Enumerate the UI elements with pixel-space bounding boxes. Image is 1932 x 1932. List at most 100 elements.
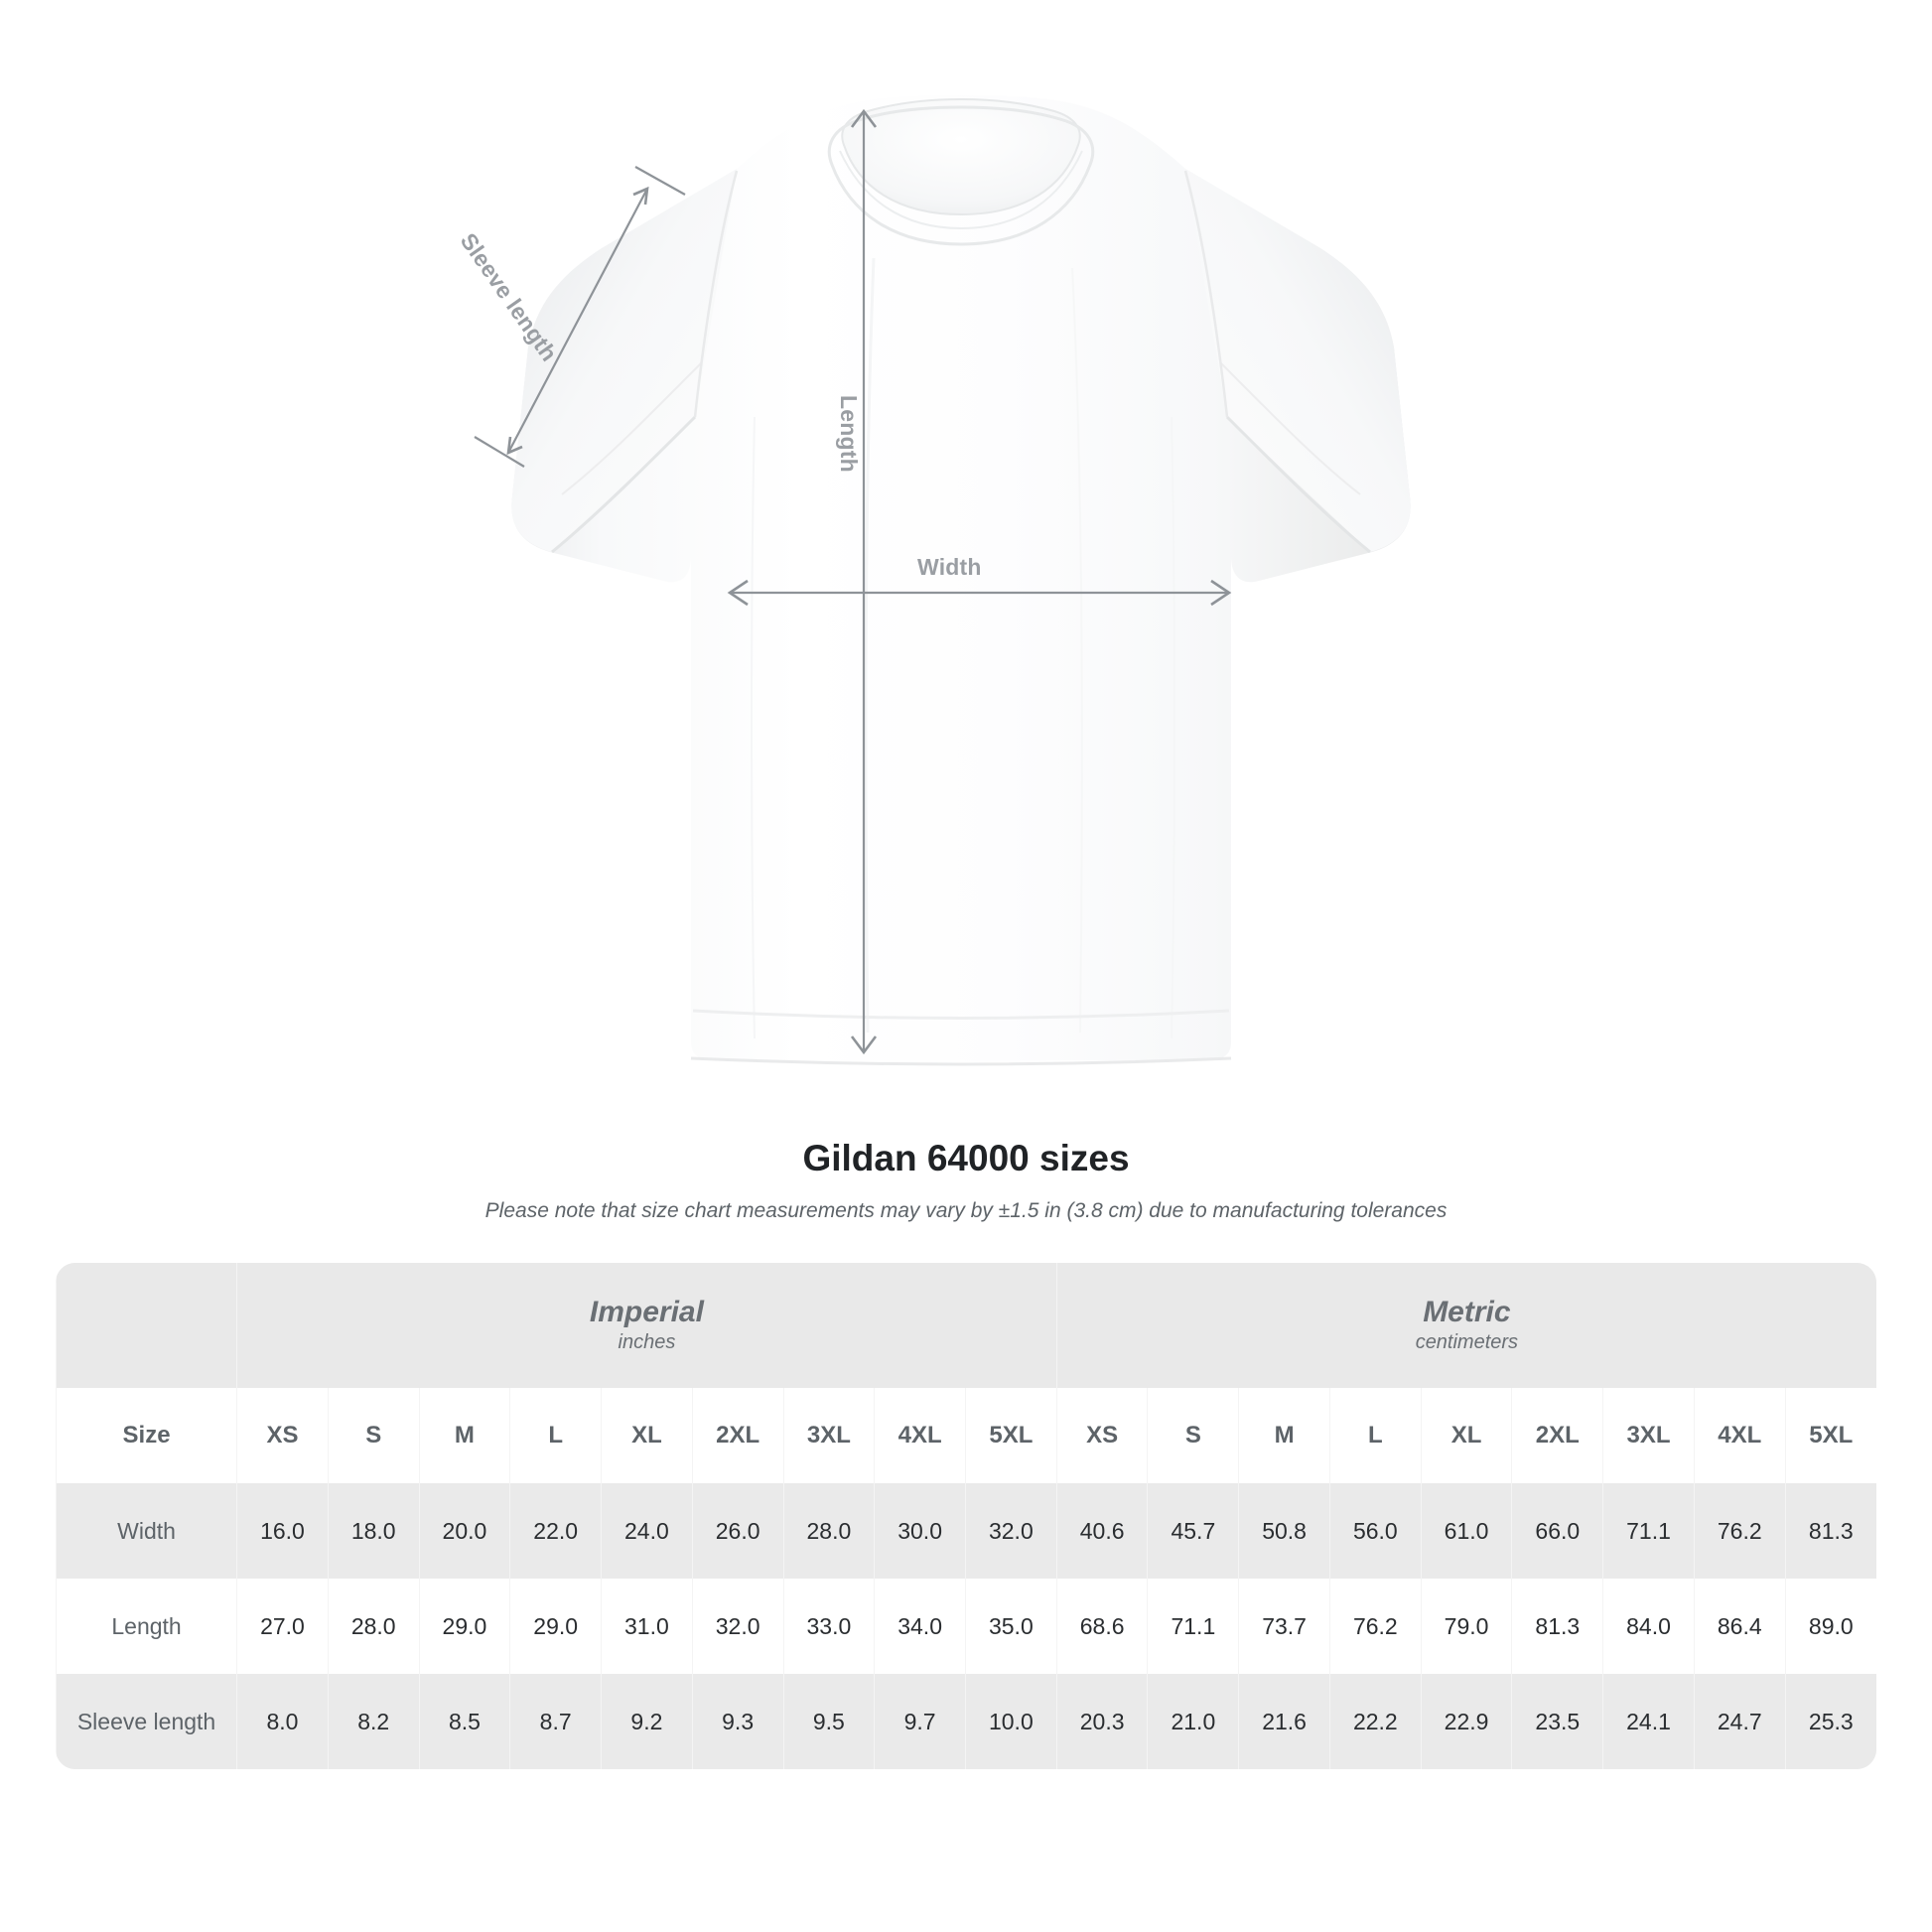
sleeve-arrow	[474, 166, 686, 468]
size-metric-2xl: 2XL	[1511, 1388, 1603, 1483]
width-metric-s: 45.7	[1147, 1483, 1239, 1579]
imperial-subtitle: inches	[618, 1331, 676, 1354]
sleeve-imperial-m: 8.5	[418, 1674, 510, 1769]
unit-spacer	[56, 1263, 237, 1388]
sleeve-imperial-xs: 8.0	[236, 1674, 329, 1769]
page-title: Gildan 64000 sizes	[802, 1138, 1130, 1178]
width-imperial-s: 18.0	[327, 1483, 420, 1579]
length-imperial-s: 28.0	[327, 1579, 420, 1674]
table-row-size: Size XS S M L XL 2XL 3XL 4XL 5XL XS S M …	[56, 1388, 1876, 1483]
length-imperial-5xl: 35.0	[964, 1579, 1057, 1674]
garment-shape	[511, 95, 1411, 1066]
length-metric-4xl: 86.4	[1693, 1579, 1786, 1674]
length-imperial-xs: 27.0	[236, 1579, 329, 1674]
length-arrow	[850, 108, 878, 1055]
size-chart-table: Imperial inches Metric centimeters Size …	[56, 1263, 1876, 1769]
width-metric-4xl: 76.2	[1693, 1483, 1786, 1579]
length-metric-xs: 68.6	[1055, 1579, 1148, 1674]
size-imperial-s: S	[327, 1388, 420, 1483]
size-imperial-4xl: 4XL	[874, 1388, 966, 1483]
row-label-size: Size	[56, 1388, 237, 1483]
measurement-arrows	[474, 108, 1232, 1055]
table-row-sleeve-length: Sleeve length 8.0 8.2 8.5 8.7 9.2 9.3 9.…	[56, 1674, 1876, 1769]
width-imperial-4xl: 30.0	[874, 1483, 966, 1579]
width-metric-xs: 40.6	[1055, 1483, 1148, 1579]
metric-subtitle: centimeters	[1415, 1331, 1519, 1354]
sleeve-imperial-xl: 9.2	[601, 1674, 693, 1769]
length-imperial-xl: 31.0	[601, 1579, 693, 1674]
table-row-length: Length 27.0 28.0 29.0 29.0 31.0 32.0 33.…	[56, 1579, 1876, 1674]
metric-title: Metric	[1423, 1295, 1511, 1328]
width-metric-l: 56.0	[1328, 1483, 1422, 1579]
size-imperial-2xl: 2XL	[691, 1388, 783, 1483]
unit-group-row: Imperial inches Metric centimeters	[56, 1263, 1876, 1388]
row-label-length: Length	[56, 1579, 237, 1674]
size-imperial-l: L	[509, 1388, 602, 1483]
width-annotation-label: Width	[917, 554, 982, 580]
size-metric-l: L	[1328, 1388, 1422, 1483]
length-annotation-label: Length	[836, 395, 862, 473]
width-imperial-5xl: 32.0	[964, 1483, 1057, 1579]
size-metric-4xl: 4XL	[1693, 1388, 1786, 1483]
sleeve-metric-m: 21.6	[1238, 1674, 1330, 1769]
width-metric-3xl: 71.1	[1602, 1483, 1695, 1579]
width-imperial-m: 20.0	[418, 1483, 510, 1579]
size-metric-m: M	[1238, 1388, 1330, 1483]
row-label-width: Width	[56, 1483, 237, 1579]
size-metric-xs: XS	[1055, 1388, 1148, 1483]
length-metric-5xl: 89.0	[1784, 1579, 1876, 1674]
size-imperial-m: M	[418, 1388, 510, 1483]
width-arrow	[727, 579, 1232, 607]
size-metric-xl: XL	[1420, 1388, 1512, 1483]
length-imperial-l: 29.0	[509, 1579, 602, 1674]
size-metric-3xl: 3XL	[1602, 1388, 1695, 1483]
size-chart-table-container: Imperial inches Metric centimeters Size …	[56, 1263, 1876, 1769]
sleeve-metric-2xl: 23.5	[1511, 1674, 1603, 1769]
sleeve-metric-l: 22.2	[1328, 1674, 1422, 1769]
tshirt-illustration: Length Width Sleeve length	[456, 95, 1411, 1066]
sleeve-imperial-s: 8.2	[327, 1674, 420, 1769]
table-row-width: Width 16.0 18.0 20.0 22.0 24.0 26.0 28.0…	[56, 1483, 1876, 1579]
length-metric-2xl: 81.3	[1511, 1579, 1603, 1674]
size-imperial-5xl: 5XL	[964, 1388, 1057, 1483]
size-metric-s: S	[1147, 1388, 1239, 1483]
width-metric-2xl: 66.0	[1511, 1483, 1603, 1579]
imperial-title: Imperial	[589, 1295, 704, 1328]
sleeve-metric-xs: 20.3	[1055, 1674, 1148, 1769]
sleeve-metric-s: 21.0	[1147, 1674, 1239, 1769]
sleeve-imperial-5xl: 10.0	[964, 1674, 1057, 1769]
unit-group-imperial: Imperial inches	[236, 1263, 1057, 1388]
sleeve-imperial-3xl: 9.5	[782, 1674, 875, 1769]
size-metric-5xl: 5XL	[1784, 1388, 1876, 1483]
width-imperial-xs: 16.0	[236, 1483, 329, 1579]
length-metric-3xl: 84.0	[1602, 1579, 1695, 1674]
width-imperial-xl: 24.0	[601, 1483, 693, 1579]
length-metric-s: 71.1	[1147, 1579, 1239, 1674]
width-metric-5xl: 81.3	[1784, 1483, 1876, 1579]
length-metric-m: 73.7	[1238, 1579, 1330, 1674]
size-imperial-xl: XL	[601, 1388, 693, 1483]
tshirt-graphic	[474, 95, 1411, 1066]
size-imperial-3xl: 3XL	[782, 1388, 875, 1483]
length-imperial-3xl: 33.0	[782, 1579, 875, 1674]
sleeve-metric-4xl: 24.7	[1693, 1674, 1786, 1769]
length-metric-xl: 79.0	[1420, 1579, 1512, 1674]
sleeve-metric-5xl: 25.3	[1784, 1674, 1876, 1769]
width-imperial-3xl: 28.0	[782, 1483, 875, 1579]
width-imperial-l: 22.0	[509, 1483, 602, 1579]
row-label-sleeve-length: Sleeve length	[56, 1674, 237, 1769]
sleeve-metric-xl: 22.9	[1420, 1674, 1512, 1769]
sleeve-imperial-2xl: 9.3	[691, 1674, 783, 1769]
length-imperial-2xl: 32.0	[691, 1579, 783, 1674]
length-imperial-m: 29.0	[418, 1579, 510, 1674]
tolerance-note: Please note that size chart measurements…	[484, 1199, 1448, 1222]
sleeve-imperial-4xl: 9.7	[874, 1674, 966, 1769]
size-imperial-xs: XS	[236, 1388, 329, 1483]
length-imperial-4xl: 34.0	[874, 1579, 966, 1674]
width-metric-xl: 61.0	[1420, 1483, 1512, 1579]
sleeve-metric-3xl: 24.1	[1602, 1674, 1695, 1769]
width-imperial-2xl: 26.0	[691, 1483, 783, 1579]
sleeve-imperial-l: 8.7	[509, 1674, 602, 1769]
width-metric-m: 50.8	[1238, 1483, 1330, 1579]
